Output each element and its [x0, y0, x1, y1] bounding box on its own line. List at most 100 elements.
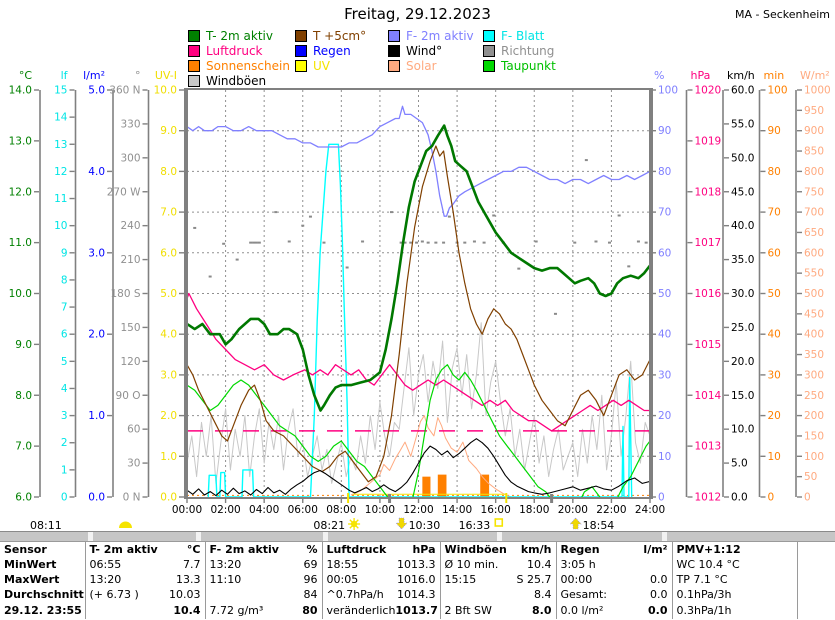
weather-chart: 6.07.08.09.010.011.012.013.014.0°C012345… [9, 69, 831, 532]
y-tick-label-deg: 360 N [109, 85, 140, 97]
y-tick-label-deg: 180 S [110, 288, 140, 300]
cell-text-left: 13:20 [209, 558, 242, 571]
x-tick-label: 24:00 [635, 504, 665, 516]
series-t-2m-aktiv [187, 124, 650, 412]
y-axis-unit-temp: °C [19, 69, 33, 82]
series-t-5cm [187, 145, 650, 483]
table-col-header-luftdruck: Luftdruck hPa [321, 541, 440, 557]
y-tick-label-pct: 50 [658, 288, 671, 300]
series-richtung-dot [482, 241, 486, 244]
y-axis-hpa: 1012 1013 1014 1015 1016 1017 1018 1019 1020 hPa [685, 69, 722, 504]
y-tick-label-uv: 6.0 [160, 247, 177, 259]
station-label: MA - Seckenheim [734, 8, 830, 21]
y-tick-label-wm2: 650 [804, 227, 824, 239]
y-tick-label-uv: 4.0 [160, 329, 177, 341]
y-tick-label-temp: 12.0 [9, 186, 32, 198]
x-tick-label: 18:00 [519, 504, 549, 516]
cell-text-right: 1013.3 [397, 558, 436, 571]
table-cell: 10.4 [84, 602, 205, 619]
y-tick-label-rain: 2.0 [88, 329, 105, 341]
series-richtung-dot [607, 241, 611, 244]
series-f-blatt [207, 143, 633, 497]
y-tick-label-hpa: 1012 [695, 492, 722, 504]
y-tick-label-wm2: 200 [804, 410, 824, 422]
cell-text-right: 96 [303, 573, 318, 586]
legend-swatch-icon [295, 30, 307, 42]
y-tick-label-lf: 15 [54, 85, 67, 97]
y-tick-label-pct: 90 [658, 125, 671, 137]
table-cell: 15:15 S 25.7 [439, 572, 556, 587]
y-tick-label-min: 100 [768, 85, 788, 97]
moonrise-arrow-icon [569, 517, 582, 530]
cell-text-left: 0.0 l/m² [560, 604, 604, 617]
table-cell: 7.72 g/m³ 80 [204, 602, 322, 619]
y-tick-label-wm2: 300 [804, 369, 824, 381]
table-col-header-t-2m-aktiv: T- 2m aktiv °C [84, 541, 205, 557]
cell-text-right: 8.0 [532, 604, 552, 617]
x-tick-label: 22:00 [596, 504, 626, 516]
legend-swatch-icon [388, 45, 400, 57]
y-tick-label-kmh: 40.0 [731, 220, 754, 232]
table-cell: 18:55 1013.3 [321, 557, 440, 572]
y-axis-uv: 0.0 1.0 2.0 3.0 4.0 5.0 6.0 7.0 8.0 9.0 10.0 UV-I [154, 69, 184, 504]
y-tick-label-kmh: 0.0 [731, 492, 748, 504]
y-tick-label-kmh: 50.0 [731, 152, 754, 164]
cell-text-left: Ø 10 min. [444, 558, 499, 571]
series-richtung-dot [287, 240, 291, 243]
cell-text-right: 1014.3 [397, 588, 436, 601]
legend-label: F- 2m aktiv [406, 29, 474, 43]
legend-item-richtung: Richtung [483, 45, 554, 57]
series-wind [187, 438, 650, 497]
moonrise-time-label: 18:54 [583, 519, 615, 532]
table-cell: 2 Bft SW 8.0 [439, 602, 556, 619]
series-richtung-dot [399, 241, 403, 244]
y-axis-unit-rain: l/m² [83, 69, 105, 82]
y-tick-label-kmh: 25.0 [731, 322, 754, 334]
series-richtung-dot [517, 267, 521, 270]
legend-item-f-2m-aktiv: F- 2m aktiv [388, 30, 474, 42]
y-tick-label-lf: 6 [61, 329, 68, 341]
dawn-time-label: 08:11 [30, 519, 62, 532]
y-tick-label-wm2: 100 [804, 451, 824, 463]
table-cell: 0.3hPa/1h [671, 602, 797, 619]
series-richtung-dot [249, 241, 253, 244]
series-richtung-dot [257, 241, 261, 244]
cell-text-left: 13:20 [89, 573, 122, 586]
y-axis-kmh: 0.0 5.0 10.0 15.0 20.0 25.0 30.0 35.0 40.0 45.0 50… [722, 69, 755, 504]
series-richtung-dot [403, 241, 407, 244]
y-tick-label-kmh: 5.0 [731, 458, 748, 470]
cell-text-left: 0.1hPa/3h [676, 588, 732, 601]
cell-text-right: S 25.7 [516, 573, 552, 586]
table-cell: 0.0 l/m² 0.0 [555, 602, 672, 619]
y-axis-temp: 6.0 7.0 8.0 9.0 10.0 11.0 12.0 13.0 14.0 °C [9, 69, 41, 504]
sunrise-time-label: 08:21 [313, 519, 345, 532]
y-tick-label-pct: 80 [658, 166, 671, 178]
y-tick-label-min: 50 [768, 288, 781, 300]
row-label: 29.12. 23:55 [4, 604, 82, 617]
legend-item-regen: Regen [295, 45, 351, 57]
legend-label: Sonnenschein [206, 59, 290, 73]
y-tick-label-lf: 1 [61, 464, 68, 476]
series-solar [350, 415, 512, 497]
y-tick-label-wm2: 0 [804, 492, 811, 504]
table-row-minwert: MinWert 06:55 7.7 13:20 69 18:55 1013.3 Ø 10 mi… [0, 557, 835, 572]
sunrise-sun-icon [348, 518, 361, 530]
x-tick-label: 04:00 [249, 504, 279, 516]
table-header-row: Sensor T- 2m aktiv °C F- 2m aktiv% Luftdruck… [0, 541, 835, 557]
y-axis-unit-lf: lf [61, 69, 69, 82]
cell-text-left: 11:10 [209, 573, 242, 586]
y-tick-label-deg: 150 [120, 322, 140, 334]
x-tick-label: 02:00 [210, 504, 240, 516]
y-tick-label-temp: 8.0 [15, 390, 32, 402]
moonset-time-label: 10:30 [409, 519, 441, 532]
y-tick-label-uv: 5.0 [160, 288, 177, 300]
half-disc [119, 521, 132, 528]
legend-swatch-icon [295, 45, 307, 57]
y-tick-label-kmh: 10.0 [731, 424, 754, 436]
y-tick-label-pct: 0 [658, 492, 665, 504]
cell-text-left: WC 10.4 °C [676, 558, 740, 571]
y-axis-unit-wm2: W/m² [800, 69, 830, 82]
cell-text-right: 10.4 [527, 558, 552, 571]
disc [350, 520, 358, 528]
y-tick-label-min: 70 [768, 207, 781, 219]
